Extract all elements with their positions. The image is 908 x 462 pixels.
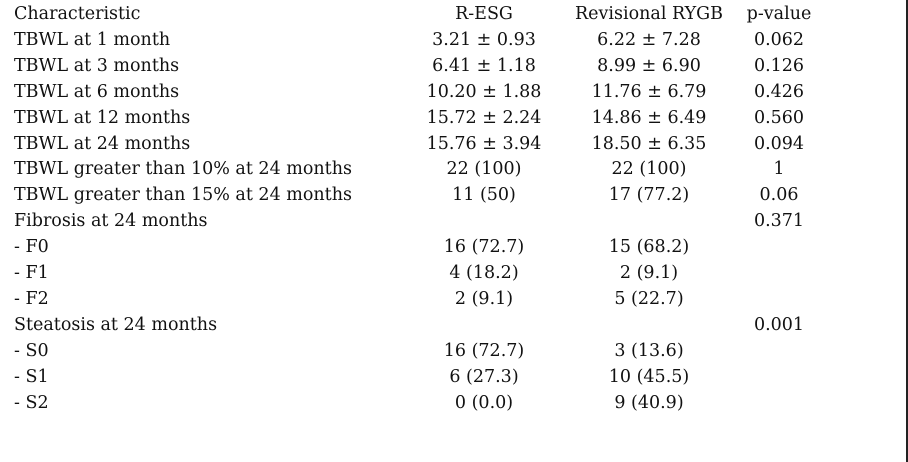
cell-characteristic: TBWL at 12 months [14,107,191,128]
cell-characteristic: Steatosis at 24 months [14,314,218,335]
cell-resg: 15.76 ± 3.94 [426,133,542,154]
cell-revisional-rygb: 2 (9.1) [619,263,679,284]
cell-characteristic: - S0 [14,340,49,361]
cell-characteristic: TBWL greater than 10% at 24 months [14,159,352,180]
header-revisional-rygb: Revisional RYGB [574,4,724,24]
cell-resg: 15.72 ± 2.24 [426,107,542,128]
cell-revisional-rygb: 14.86 ± 6.49 [591,107,707,128]
cell-characteristic: TBWL at 3 months [14,55,180,76]
cell-revisional-rygb: 17 (77.2) [608,185,690,206]
cell-characteristic: - F0 [14,237,49,258]
cell-p-value: 0.094 [753,133,805,154]
cell-p-value: 1 [773,159,785,180]
table-body: TBWL at 1 month 3.21 ± 0.93 6.22 ± 7.28 0.0… [14,28,819,417]
cell-p-value [739,261,819,287]
cell-p-value [739,391,819,417]
header-characteristic: Characteristic [14,4,141,24]
cell-characteristic: - F1 [14,263,49,284]
cell-characteristic: - S2 [14,392,49,413]
cell-p-value: 0.126 [753,55,805,76]
table-row: Fibrosis at 24 months 0.371 [14,209,819,235]
table-row: Steatosis at 24 months 0.001 [14,313,819,339]
cell-resg: 6 (27.3) [449,366,519,387]
table-row: TBWL at 1 month 3.21 ± 0.93 6.22 ± 7.28 0.0… [14,28,819,54]
cell-revisional-rygb: 9 (40.9) [614,392,684,413]
cell-p-value [739,235,819,261]
cell-characteristic: TBWL at 1 month [14,29,171,50]
cell-resg: 6.41 ± 1.18 [432,55,536,76]
cell-characteristic: - F2 [14,288,49,309]
cell-resg: 22 (100) [446,159,522,180]
page-right-border [906,0,908,462]
cell-resg: 16 (72.7) [443,237,525,258]
cell-resg: 10.20 ± 1.88 [426,81,542,102]
cell-revisional-rygb: 8.99 ± 6.90 [597,55,701,76]
header-p-value: p-value [746,4,812,24]
table-row: - S0 16 (72.7) 3 (13.6) [14,339,819,365]
cell-resg: 3.21 ± 0.93 [432,29,536,50]
cell-resg: 16 (72.7) [443,340,525,361]
cell-characteristic: TBWL at 6 months [14,81,180,102]
cell-p-value: 0.062 [753,29,805,50]
cell-revisional-rygb [559,313,739,339]
cell-resg: 11 (50) [452,185,516,206]
cell-revisional-rygb [559,209,739,235]
table-row: TBWL at 24 months 15.76 ± 3.94 18.50 ± 6.3… [14,132,819,158]
table-header: Characteristic R-ESG Revisional RYGB p-v… [14,2,819,28]
cell-p-value [739,365,819,391]
cell-p-value: 0.371 [753,211,805,232]
cell-p-value: 0.560 [753,107,805,128]
cell-p-value [739,339,819,365]
cell-resg: 4 (18.2) [449,263,519,284]
cell-p-value: 0.426 [753,81,805,102]
table-row: TBWL greater than 10% at 24 months 22 (10… [14,157,819,183]
cell-resg [409,313,559,339]
cell-revisional-rygb: 3 (13.6) [614,340,684,361]
table-row: - S2 0 (0.0) 9 (40.9) [14,391,819,417]
cell-characteristic: Fibrosis at 24 months [14,211,208,232]
cell-resg: 0 (0.0) [454,392,514,413]
results-table: Characteristic R-ESG Revisional RYGB p-v… [14,2,819,417]
cell-resg: 2 (9.1) [454,288,514,309]
cell-resg [409,209,559,235]
table-row: TBWL at 12 months 15.72 ± 2.24 14.86 ± 6.4… [14,106,819,132]
cell-revisional-rygb: 15 (68.2) [608,237,690,258]
cell-revisional-rygb: 10 (45.5) [608,366,690,387]
table-row: TBWL greater than 15% at 24 months 11 (50… [14,183,819,209]
cell-revisional-rygb: 5 (22.7) [614,288,684,309]
table-row: - S1 6 (27.3) 10 (45.5) [14,365,819,391]
table-row: - F0 16 (72.7) 15 (68.2) [14,235,819,261]
table-row: TBWL at 3 months 6.41 ± 1.18 8.99 ± 6.90 0.… [14,54,819,80]
header-row: Characteristic R-ESG Revisional RYGB p-v… [14,2,819,28]
table-row: - F1 4 (18.2) 2 (9.1) [14,261,819,287]
cell-characteristic: - S1 [14,366,49,387]
cell-characteristic: TBWL greater than 15% at 24 months [14,185,352,206]
cell-revisional-rygb: 11.76 ± 6.79 [591,81,707,102]
cell-revisional-rygb: 22 (100) [611,159,687,180]
cell-p-value: 0.001 [753,314,805,335]
cell-revisional-rygb: 18.50 ± 6.35 [591,133,707,154]
cell-p-value: 0.06 [759,185,799,206]
table-row: TBWL at 6 months 10.20 ± 1.88 11.76 ± 6.79… [14,80,819,106]
table-row: - F2 2 (9.1) 5 (22.7) [14,287,819,313]
cell-characteristic: TBWL at 24 months [14,133,191,154]
header-resg: R-ESG [455,4,513,24]
cell-p-value [739,287,819,313]
cell-revisional-rygb: 6.22 ± 7.28 [597,29,701,50]
